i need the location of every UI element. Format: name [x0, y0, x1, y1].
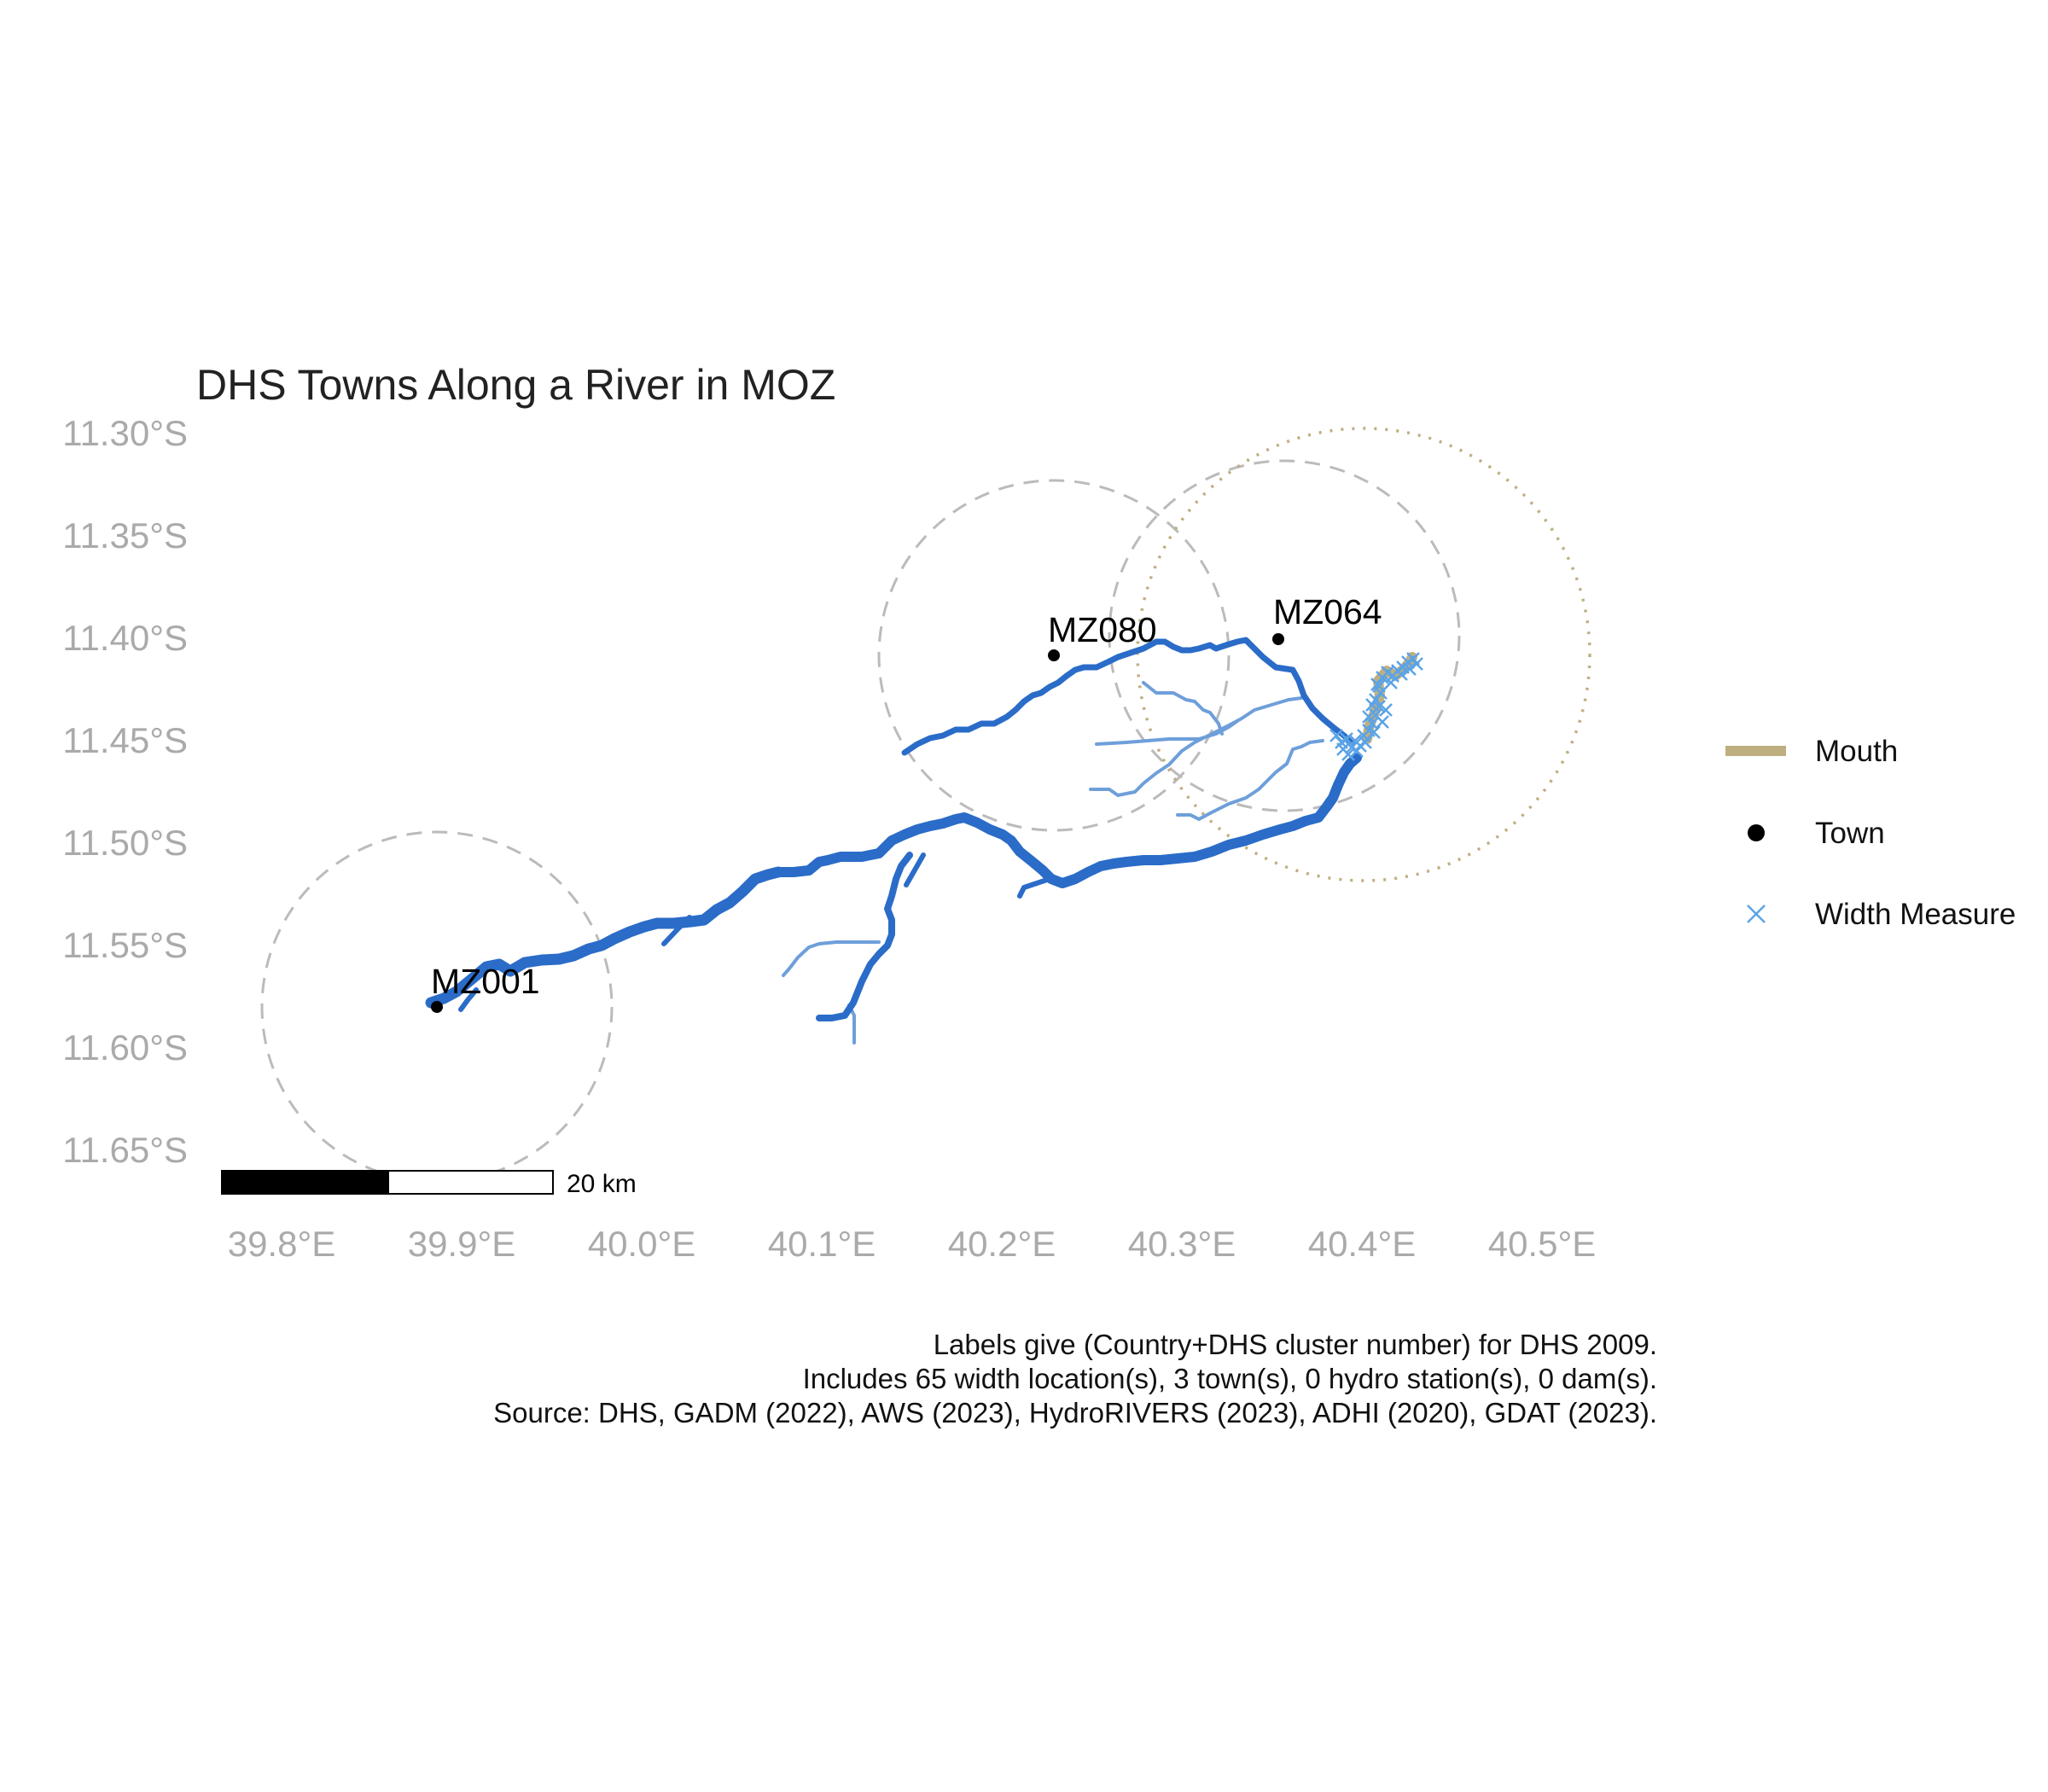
main-river-line [773, 753, 1362, 888]
town-point [1272, 633, 1284, 645]
lon-tick-label: 40.3°E [1128, 1224, 1236, 1264]
tributary-line [782, 940, 881, 977]
legend-label: Town [1815, 817, 1885, 850]
lon-tick-label: 40.4°E [1308, 1224, 1417, 1264]
width-measures [1329, 652, 1423, 761]
lon-tick-label: 40.2°E [948, 1224, 1056, 1264]
width-measure-mark [1336, 742, 1350, 756]
town-buffer-circle [877, 479, 1231, 832]
width-measure-mark [1394, 667, 1408, 681]
lat-tick-label: 11.45°S [62, 720, 188, 760]
town-point [431, 1001, 443, 1013]
tributary-main-line [458, 987, 479, 1012]
caption-line: Source: DHS, GADM (2022), AWS (2023), Hy… [493, 1397, 1657, 1428]
width-measure-mark [1365, 698, 1379, 712]
lat-tick-label: 11.30°S [62, 413, 188, 453]
scale-bar-segment [387, 1170, 554, 1195]
town-buffer-circle [260, 830, 614, 1184]
width-measure-mark [1372, 679, 1386, 693]
town-dot-icon [1748, 824, 1765, 841]
town-label: MZ001 [431, 962, 540, 1001]
tributaries [782, 681, 1324, 1044]
main-river-line [425, 866, 784, 1009]
lat-tick-label: 11.50°S [62, 823, 188, 863]
width-measure-mark [1403, 662, 1417, 676]
scale-bar-label: 20 km [567, 1170, 637, 1198]
caption-line: Includes 65 width location(s), 3 town(s)… [803, 1363, 1657, 1394]
lat-tick-label: 11.55°S [62, 925, 188, 965]
lon-tick-label: 40.0°E [588, 1224, 696, 1264]
tributary-main-line [904, 852, 926, 887]
town-point [1048, 649, 1060, 661]
width-measure-mark [1350, 744, 1364, 758]
town-label: MZ064 [1273, 592, 1382, 631]
tributary-line [1142, 681, 1224, 736]
tributary-main-line [816, 852, 913, 1021]
lat-tick-label: 11.40°S [62, 618, 188, 658]
mouth-buffer-circle [1136, 427, 1591, 882]
longitude-axis: 39.8°E 39.9°E 40.0°E 40.1°E 40.2°E 40.3°… [228, 1224, 1597, 1264]
legend-label: Width Measure [1815, 898, 2016, 931]
width-measure-mark [1367, 725, 1381, 739]
tributary-line [1089, 696, 1303, 797]
lon-tick-label: 39.9°E [408, 1224, 516, 1264]
town-points [431, 633, 1284, 1013]
lat-tick-label: 11.65°S [62, 1130, 188, 1170]
scale-bar-segment [221, 1170, 389, 1195]
lon-tick-label: 39.8°E [228, 1224, 336, 1264]
river-network [425, 637, 1362, 1021]
town-buffer-circle [1108, 459, 1461, 812]
town-label: MZ080 [1048, 610, 1157, 649]
tributary-main-line [901, 637, 1356, 756]
lon-tick-label: 40.1°E [768, 1224, 876, 1264]
width-cross-icon [1747, 905, 1766, 923]
tributary-main-line [1017, 876, 1052, 899]
width-measure-mark [1379, 703, 1393, 717]
width-measure-mark [1376, 715, 1389, 729]
town-labels: MZ001 MZ080 MZ064 [431, 592, 1382, 1001]
tributary-main-line [661, 915, 692, 946]
lat-tick-label: 11.35°S [62, 515, 188, 556]
width-measure-mark [1384, 676, 1398, 689]
legend-label: Mouth [1815, 735, 1898, 768]
width-measure-mark [1410, 657, 1423, 671]
legend: Mouth Town Width Measure [1725, 735, 2016, 931]
width-measure-mark [1329, 729, 1343, 742]
caption-line: Labels give (Country+DHS cluster number)… [934, 1329, 1657, 1360]
town-buffers [260, 459, 1461, 1184]
lon-tick-label: 40.5°E [1488, 1224, 1597, 1264]
lat-tick-label: 11.60°S [62, 1027, 188, 1068]
tributary-line [1176, 739, 1324, 821]
scale-bar: 20 km [221, 1170, 637, 1198]
map-title: DHS Towns Along a River in MOZ [196, 361, 835, 409]
caption: Labels give (Country+DHS cluster number)… [493, 1329, 1657, 1428]
latitude-axis: 11.30°S 11.35°S 11.40°S 11.45°S 11.50°S … [62, 413, 188, 1170]
